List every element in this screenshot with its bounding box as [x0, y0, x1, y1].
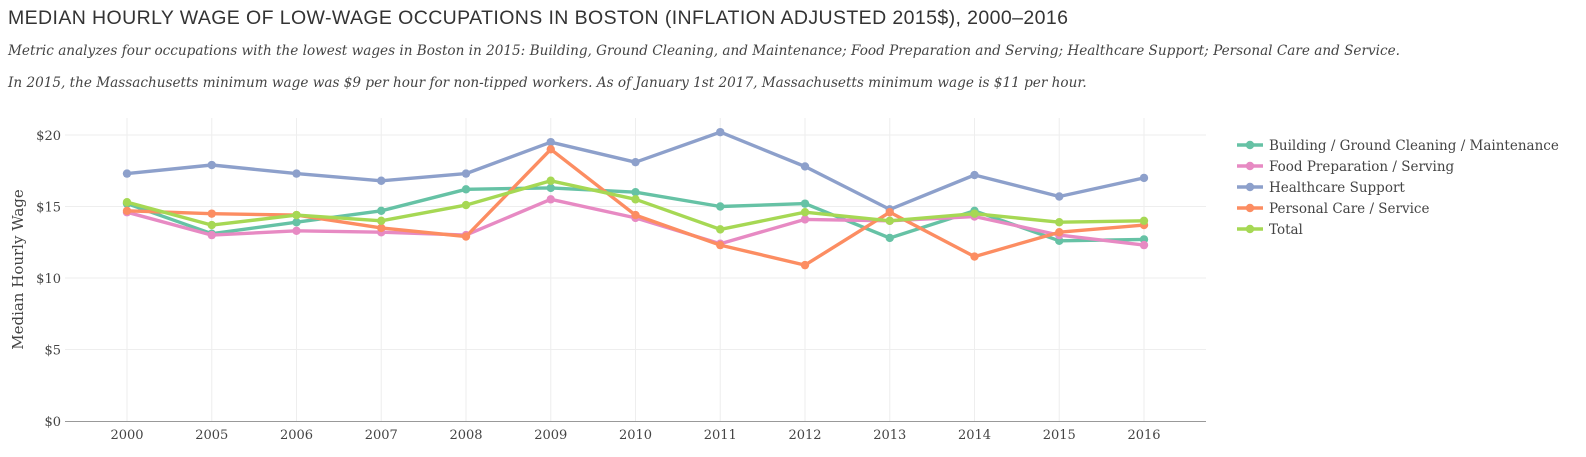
legend-swatch-marker	[1245, 140, 1255, 150]
x-tick-label: 2012	[788, 428, 821, 443]
legend-label: Building / Ground Cleaning / Maintenance	[1269, 138, 1559, 154]
data-point[interactable]	[800, 208, 810, 217]
legend-swatch-marker	[1245, 203, 1255, 213]
data-point[interactable]	[292, 226, 301, 236]
data-point[interactable]	[546, 145, 555, 154]
data-point[interactable]	[377, 176, 386, 185]
data-point[interactable]	[461, 185, 471, 194]
series-4	[122, 176, 1149, 234]
data-point[interactable]	[970, 209, 979, 218]
x-tick-label: 2013	[873, 428, 906, 443]
data-point[interactable]	[800, 199, 810, 208]
y-tick-label: $20	[36, 129, 61, 144]
legend-swatch-marker	[1245, 224, 1255, 234]
series-2	[122, 127, 1149, 214]
y-axis-title: Median Hourly Wage	[9, 189, 27, 350]
y-tick-label: $5	[44, 344, 61, 359]
data-point[interactable]	[970, 170, 979, 180]
y-tick-label: $10	[36, 272, 61, 287]
x-tick-label: 2011	[704, 428, 737, 443]
legend-item[interactable]: Food Preparation / Serving	[1237, 159, 1455, 175]
data-point[interactable]	[207, 209, 216, 218]
data-point[interactable]	[716, 240, 725, 250]
grid	[65, 118, 1206, 421]
data-point[interactable]	[377, 216, 386, 225]
data-point[interactable]	[461, 200, 471, 210]
data-point[interactable]	[716, 225, 725, 234]
data-point[interactable]	[885, 233, 894, 243]
data-point[interactable]	[631, 188, 640, 197]
x-tick-label: 2015	[1043, 428, 1076, 443]
legend-label: Personal Care / Service	[1269, 201, 1429, 217]
legend-item[interactable]: Personal Care / Service	[1237, 201, 1429, 217]
data-point[interactable]	[546, 176, 555, 185]
legend-label: Total	[1269, 222, 1303, 238]
legend-item[interactable]: Building / Ground Cleaning / Maintenance	[1237, 138, 1559, 154]
data-point[interactable]	[122, 198, 132, 207]
data-point[interactable]	[1055, 228, 1064, 237]
data-point[interactable]	[292, 210, 301, 220]
data-point[interactable]	[292, 169, 301, 178]
data-point[interactable]	[631, 195, 640, 204]
legend-label: Healthcare Support	[1269, 180, 1405, 196]
data-point[interactable]	[461, 232, 471, 241]
legend-label: Food Preparation / Serving	[1269, 159, 1455, 175]
data-point[interactable]	[800, 260, 810, 270]
legend-item[interactable]: Total	[1237, 222, 1303, 238]
data-point[interactable]	[716, 202, 725, 211]
data-point[interactable]	[207, 160, 216, 170]
x-tick-label: 2008	[449, 428, 482, 443]
subtitle-minimum-wage: In 2015, the Massachusetts minimum wage …	[8, 75, 1087, 91]
data-point[interactable]	[800, 215, 810, 224]
x-tick-label: 2006	[280, 428, 313, 443]
data-point[interactable]	[122, 206, 132, 215]
x-tick-label: 2007	[365, 428, 398, 443]
subtitle-occupations: Metric analyzes four occupations with th…	[8, 43, 1400, 59]
data-point[interactable]	[207, 230, 216, 240]
axes: $0 $5 $10 $15 $20 2000 2005 2006 2007 2008 2009 201…	[9, 129, 1206, 443]
x-tick-label: 2014	[958, 428, 991, 443]
data-point[interactable]	[207, 220, 216, 230]
data-point[interactable]	[631, 210, 640, 220]
data-point[interactable]	[631, 157, 640, 167]
data-point[interactable]	[1055, 218, 1064, 227]
x-tick-label: 2009	[534, 428, 567, 443]
series-lines	[122, 127, 1149, 270]
y-tick-label: $0	[44, 415, 61, 430]
data-point[interactable]	[461, 169, 471, 178]
data-point[interactable]	[1055, 192, 1064, 201]
data-point[interactable]	[546, 195, 555, 204]
data-point[interactable]	[546, 137, 555, 147]
data-point[interactable]	[885, 216, 894, 225]
y-tick-label: $15	[36, 201, 61, 216]
data-point[interactable]	[292, 218, 301, 227]
data-point[interactable]	[377, 223, 386, 233]
x-tick-label: 2010	[619, 428, 652, 443]
legend[interactable]: Building / Ground Cleaning / Maintenance…	[1237, 138, 1559, 238]
data-point[interactable]	[970, 252, 979, 261]
data-point[interactable]	[885, 208, 894, 217]
data-point[interactable]	[1139, 173, 1149, 183]
data-point[interactable]	[122, 169, 132, 178]
legend-swatch-marker	[1245, 161, 1255, 171]
data-point[interactable]	[377, 206, 386, 215]
data-point[interactable]	[1139, 216, 1149, 225]
data-point[interactable]	[716, 127, 725, 137]
x-tick-label: 2000	[110, 428, 143, 443]
legend-item[interactable]: Healthcare Support	[1237, 180, 1405, 196]
legend-swatch-marker	[1245, 182, 1255, 192]
data-point[interactable]	[800, 162, 810, 171]
page-title: MEDIAN HOURLY WAGE OF LOW-WAGE OCCUPATIO…	[8, 7, 1069, 29]
x-tick-label: 2005	[195, 428, 228, 443]
x-tick-label: 2016	[1127, 428, 1160, 443]
data-point[interactable]	[546, 183, 555, 193]
data-point[interactable]	[1139, 240, 1149, 250]
